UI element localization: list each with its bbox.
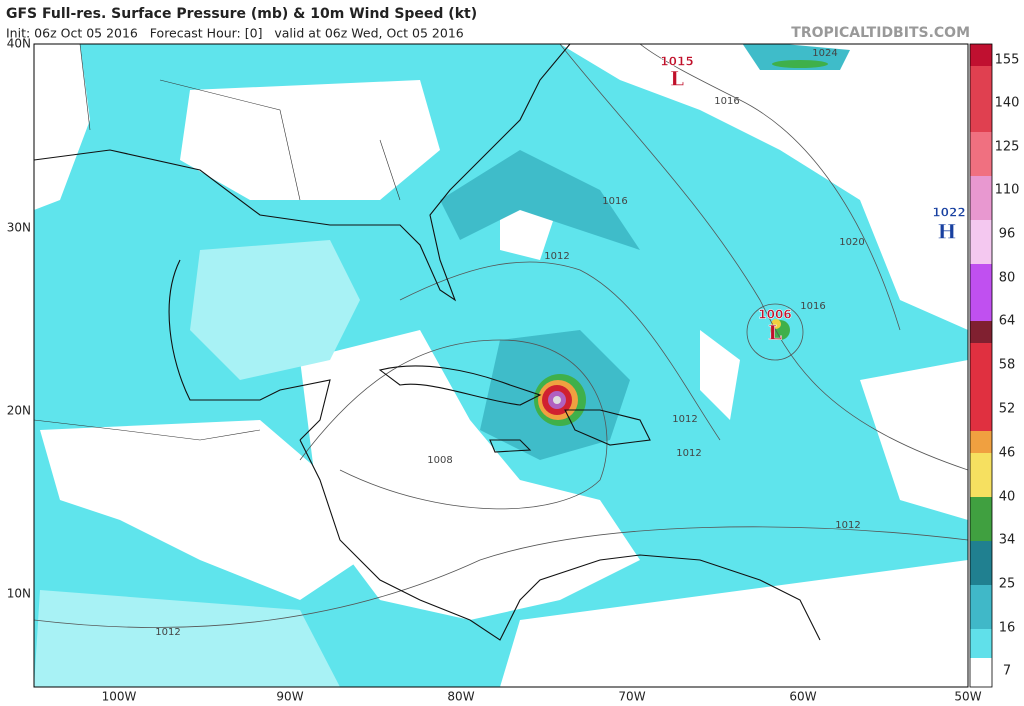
colorbar-label: 34	[999, 533, 1016, 548]
lon-label: 100W	[102, 690, 137, 704]
isobar-label: 1012	[672, 414, 697, 425]
pressure-value: 1015	[660, 55, 693, 69]
colorbar-label: 46	[999, 446, 1016, 461]
subtitle: Init: 06z Oct 05 2016 Forecast Hour: [0]…	[6, 26, 464, 41]
colorbar-label: 155	[995, 53, 1020, 68]
pressure-value: 1022	[932, 206, 965, 220]
isobar-label: 1012	[676, 448, 701, 459]
isobar-label: 1016	[602, 196, 627, 207]
title: GFS Full-res. Surface Pressure (mb) & 10…	[6, 6, 477, 22]
colorbar-label: 40	[999, 490, 1016, 505]
pressure-symbol: L	[670, 67, 684, 91]
light-wind	[34, 240, 360, 687]
isobar-label: 1012	[544, 251, 569, 262]
lon-label: 90W	[276, 690, 303, 704]
colorbar-label: 96	[999, 227, 1016, 242]
isobar-label: 1024	[812, 48, 837, 59]
colorbar-label: 80	[999, 271, 1016, 286]
lat-label: 30N	[7, 221, 31, 235]
map-frame	[33, 43, 969, 688]
lon-label: 70W	[618, 690, 645, 704]
colorbar-label: 64	[999, 314, 1016, 329]
lat-label: 10N	[7, 587, 31, 601]
lat-label: 20N	[7, 404, 31, 418]
coastlines	[34, 44, 821, 641]
colorbar-label: 25	[999, 577, 1016, 592]
isobar-label: 1020	[839, 237, 864, 248]
isobar-label: 1012	[835, 520, 860, 531]
lon-label: 80W	[447, 690, 474, 704]
lat-label: 40N	[7, 37, 31, 51]
colorbar-label: 52	[999, 402, 1016, 417]
isobar-label: 1016	[800, 301, 825, 312]
lon-label: 60W	[789, 690, 816, 704]
colorbar-label: 125	[995, 140, 1020, 155]
colorbar	[969, 43, 993, 688]
pressure-symbol: H	[938, 220, 957, 244]
lon-label: 50W	[954, 690, 981, 704]
pressure-value: 1006	[758, 308, 791, 322]
colorbar-label: 140	[995, 96, 1020, 111]
isobar-label: 1008	[427, 455, 452, 466]
colorbar-label: 16	[999, 621, 1016, 636]
colorbar-label: 110	[995, 183, 1020, 198]
isobar-label: 1016	[714, 96, 739, 107]
map	[34, 44, 968, 687]
pressure-symbol: L	[768, 321, 782, 345]
colorbar-label: 58	[999, 358, 1016, 373]
isobars	[34, 44, 968, 628]
colorbar-label: 7	[1003, 664, 1011, 679]
isobar-label: 1012	[155, 627, 180, 638]
site-credit: TROPICALTIDBITS.COM	[791, 25, 970, 41]
